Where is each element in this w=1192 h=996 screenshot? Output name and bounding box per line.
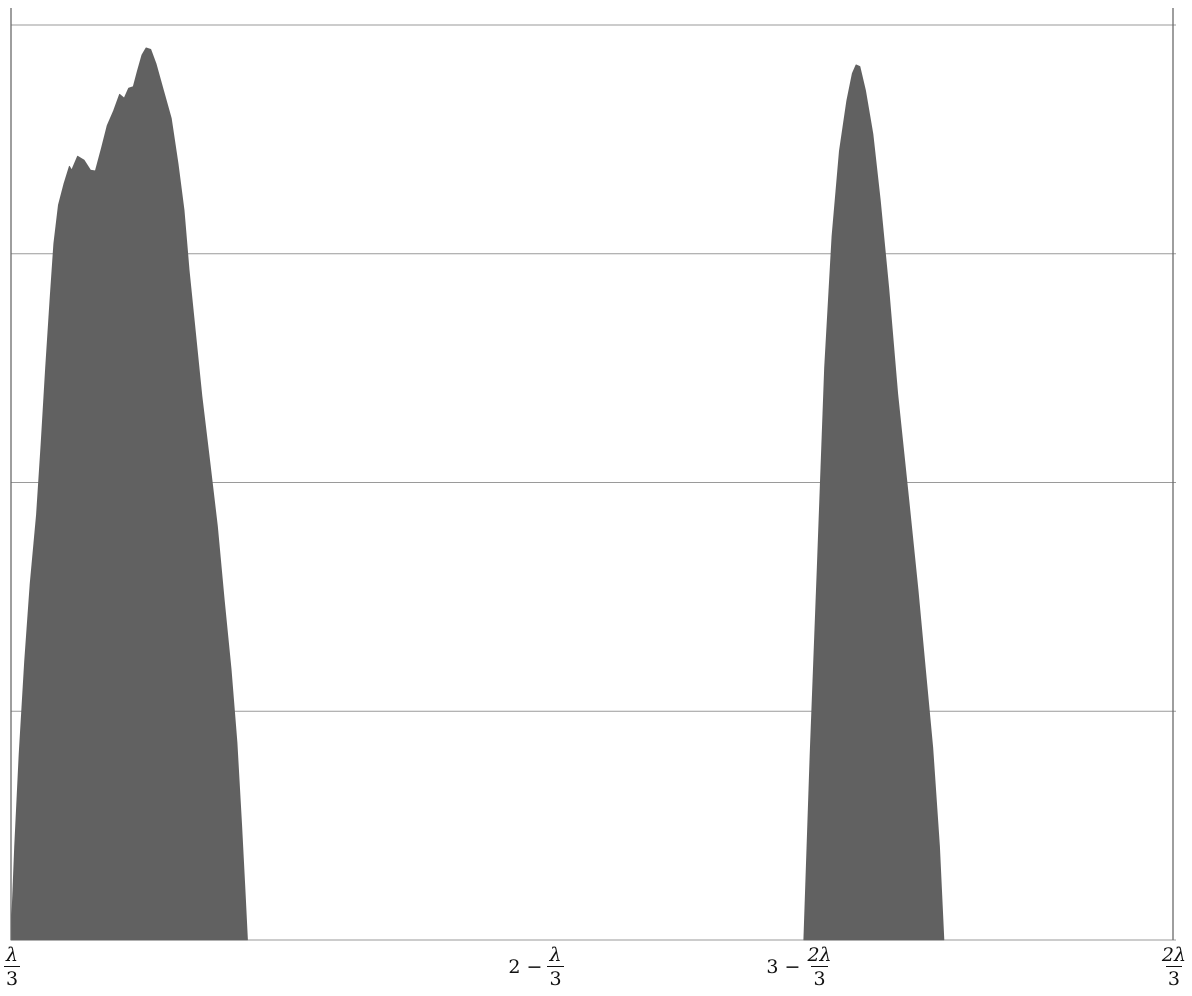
x-tick-label: 2λ 3: [1161, 944, 1186, 990]
area-series-1: [10, 47, 248, 941]
x-tick-label: 3 − 2λ 3: [766, 944, 832, 990]
axes: [10, 8, 1174, 940]
area-series-2: [803, 64, 945, 941]
area-series-layer: [10, 47, 945, 941]
